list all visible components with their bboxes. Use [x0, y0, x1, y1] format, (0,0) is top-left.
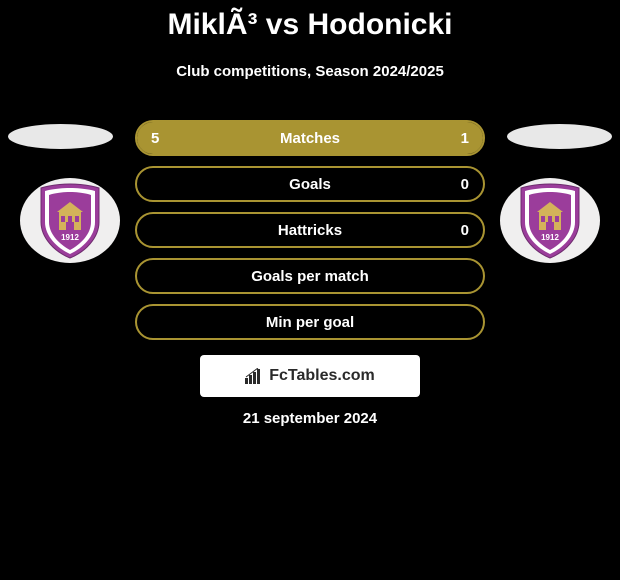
stat-label: Matches	[280, 130, 340, 147]
stat-value-right: 0	[461, 176, 469, 193]
stat-label: Goals per match	[251, 268, 369, 285]
footer-date: 21 september 2024	[0, 410, 620, 427]
svg-text:1912: 1912	[61, 233, 79, 242]
team-badge-right: 1912	[500, 178, 600, 263]
stat-label: Hattricks	[278, 222, 342, 239]
stat-label: Goals	[289, 176, 331, 193]
page-subtitle: Club competitions, Season 2024/2025	[0, 63, 620, 80]
stat-row-min-per-goal: Min per goal	[135, 304, 485, 340]
stat-row-goals-per-match: Goals per match	[135, 258, 485, 294]
ellipse-shadow-left	[8, 124, 113, 149]
stat-value-left: 5	[151, 130, 159, 147]
branding-text: FcTables.com	[269, 367, 375, 385]
club-crest-icon: 1912	[515, 182, 585, 260]
bar-chart-icon	[245, 368, 265, 384]
page-title: MiklÃ³ vs Hodonicki	[0, 8, 620, 42]
stat-label: Min per goal	[266, 314, 354, 331]
stat-row-matches: 5 Matches 1	[135, 120, 485, 156]
club-crest-icon: 1912	[35, 182, 105, 260]
team-badge-left: 1912	[20, 178, 120, 263]
svg-text:1912: 1912	[541, 233, 559, 242]
branding-box[interactable]: FcTables.com	[200, 355, 420, 397]
stat-value-right: 1	[461, 130, 469, 147]
ellipse-shadow-right	[507, 124, 612, 149]
stat-value-right: 0	[461, 222, 469, 239]
stat-fill-right	[425, 122, 483, 154]
stat-row-hattricks: Hattricks 0	[135, 212, 485, 248]
stat-row-goals: Goals 0	[135, 166, 485, 202]
branding-link[interactable]: FcTables.com	[245, 367, 375, 385]
